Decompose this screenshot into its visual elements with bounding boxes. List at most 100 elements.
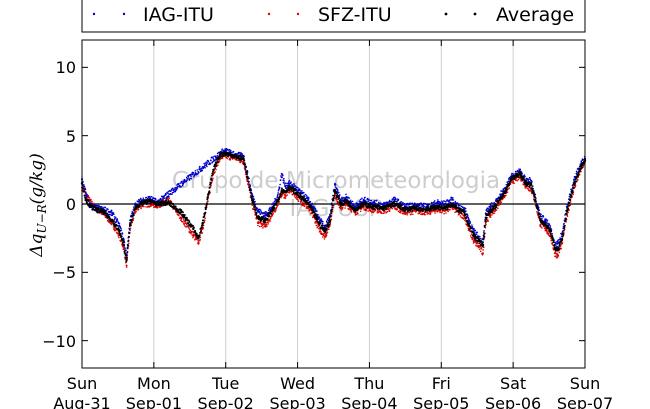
dot-sfz-itu	[199, 238, 201, 241]
dot-sfz-itu	[148, 206, 150, 208]
dot-average	[536, 204, 539, 207]
dot-sfz-itu	[303, 203, 305, 206]
dot-average	[93, 208, 96, 211]
dot-sfz-itu	[380, 211, 383, 213]
dot-average	[481, 242, 484, 245]
dot-iag-itu	[311, 202, 314, 205]
dot-iag-itu	[277, 193, 279, 196]
dot-iag-itu	[115, 220, 118, 223]
dot-sfz-itu	[201, 232, 204, 234]
dot-sfz-itu	[555, 255, 558, 257]
dot-iag-itu	[281, 176, 284, 178]
dot-iag-itu	[388, 199, 391, 202]
dot-sfz-itu	[560, 247, 563, 250]
dot-average	[201, 222, 204, 225]
dot-iag-itu	[224, 148, 226, 150]
dot-iag-itu	[174, 186, 176, 189]
dot-iag-itu	[459, 204, 461, 207]
dot-iag-itu	[83, 183, 85, 186]
dot-average	[222, 154, 225, 157]
dot-iag-itu	[467, 215, 469, 217]
dot-sfz-itu	[156, 207, 159, 209]
dot-iag-itu	[323, 224, 325, 227]
legend-marker-sfz-1	[267, 12, 271, 16]
dot-iag-itu	[443, 200, 446, 202]
dot-average	[490, 210, 493, 213]
dot-sfz-itu	[137, 208, 140, 211]
dot-average	[474, 235, 477, 238]
dot-iag-itu	[402, 201, 404, 204]
dot-sfz-itu	[495, 209, 498, 211]
dot-sfz-itu	[484, 222, 487, 225]
dot-sfz-itu	[335, 198, 338, 201]
dot-average	[370, 203, 373, 206]
dot-average	[475, 239, 478, 242]
dot-iag-itu	[547, 222, 549, 225]
dot-average	[244, 166, 247, 168]
dot-iag-itu	[198, 165, 201, 168]
data-points	[80, 147, 587, 268]
dot-average	[416, 205, 419, 208]
dot-iag-itu	[368, 198, 370, 201]
dot-sfz-itu	[489, 216, 492, 218]
dot-iag-itu	[483, 229, 485, 232]
dot-sfz-itu	[199, 236, 202, 239]
dot-sfz-itu	[475, 244, 477, 247]
dot-iag-itu	[228, 148, 231, 151]
legend-label-iag: IAG-ITU	[143, 4, 214, 26]
dot-iag-itu	[116, 218, 119, 221]
dot-sfz-itu	[285, 194, 287, 197]
dot-sfz-itu	[156, 205, 159, 208]
dot-average	[162, 204, 165, 207]
dot-iag-itu	[198, 167, 201, 169]
dot-average	[247, 180, 250, 183]
dot-sfz-itu	[258, 225, 261, 228]
dot-average	[488, 213, 491, 216]
dot-iag-itu	[122, 237, 125, 240]
dot-iag-itu	[308, 197, 310, 199]
dot-average	[333, 194, 336, 197]
dot-iag-itu	[467, 218, 470, 220]
dot-iag-itu	[317, 213, 319, 216]
dot-sfz-itu	[274, 211, 276, 213]
legend-frame	[81, 0, 586, 33]
dot-average	[393, 200, 396, 203]
dot-average	[187, 222, 190, 225]
dot-iag-itu	[109, 211, 112, 213]
dot-iag-itu	[116, 220, 119, 222]
dot-iag-itu	[114, 218, 116, 220]
dot-average	[316, 216, 319, 219]
dot-iag-itu	[572, 179, 575, 181]
dot-sfz-itu	[470, 233, 473, 235]
dot-average	[316, 218, 319, 221]
dot-iag-itu	[436, 202, 439, 205]
dot-average	[278, 198, 281, 201]
dot-average	[538, 215, 541, 218]
dot-average	[366, 202, 369, 205]
dot-sfz-itu	[410, 213, 413, 216]
dot-average	[277, 199, 280, 202]
dot-sfz-itu	[445, 212, 447, 214]
dot-average	[460, 212, 463, 215]
dot-sfz-itu	[412, 213, 414, 216]
dot-sfz-itu	[109, 222, 112, 225]
dot-iag-itu	[112, 212, 115, 214]
dot-average	[208, 186, 211, 189]
dot-iag-itu	[277, 192, 280, 194]
dot-sfz-itu	[365, 209, 368, 212]
dot-average	[310, 207, 313, 210]
dot-sfz-itu	[322, 234, 325, 237]
dot-sfz-itu	[337, 200, 339, 203]
dot-sfz-itu	[132, 217, 135, 220]
dot-sfz-itu	[371, 211, 374, 213]
dot-iag-itu	[453, 202, 455, 204]
dot-average	[455, 204, 457, 207]
dot-sfz-itu	[271, 215, 273, 217]
dot-iag-itu	[301, 190, 303, 192]
dot-iag-itu	[214, 155, 217, 158]
dot-sfz-itu	[203, 219, 206, 221]
dot-iag-itu	[288, 181, 290, 183]
dot-sfz-itu	[494, 209, 497, 212]
dot-sfz-itu	[143, 205, 145, 208]
dot-average	[470, 227, 472, 230]
